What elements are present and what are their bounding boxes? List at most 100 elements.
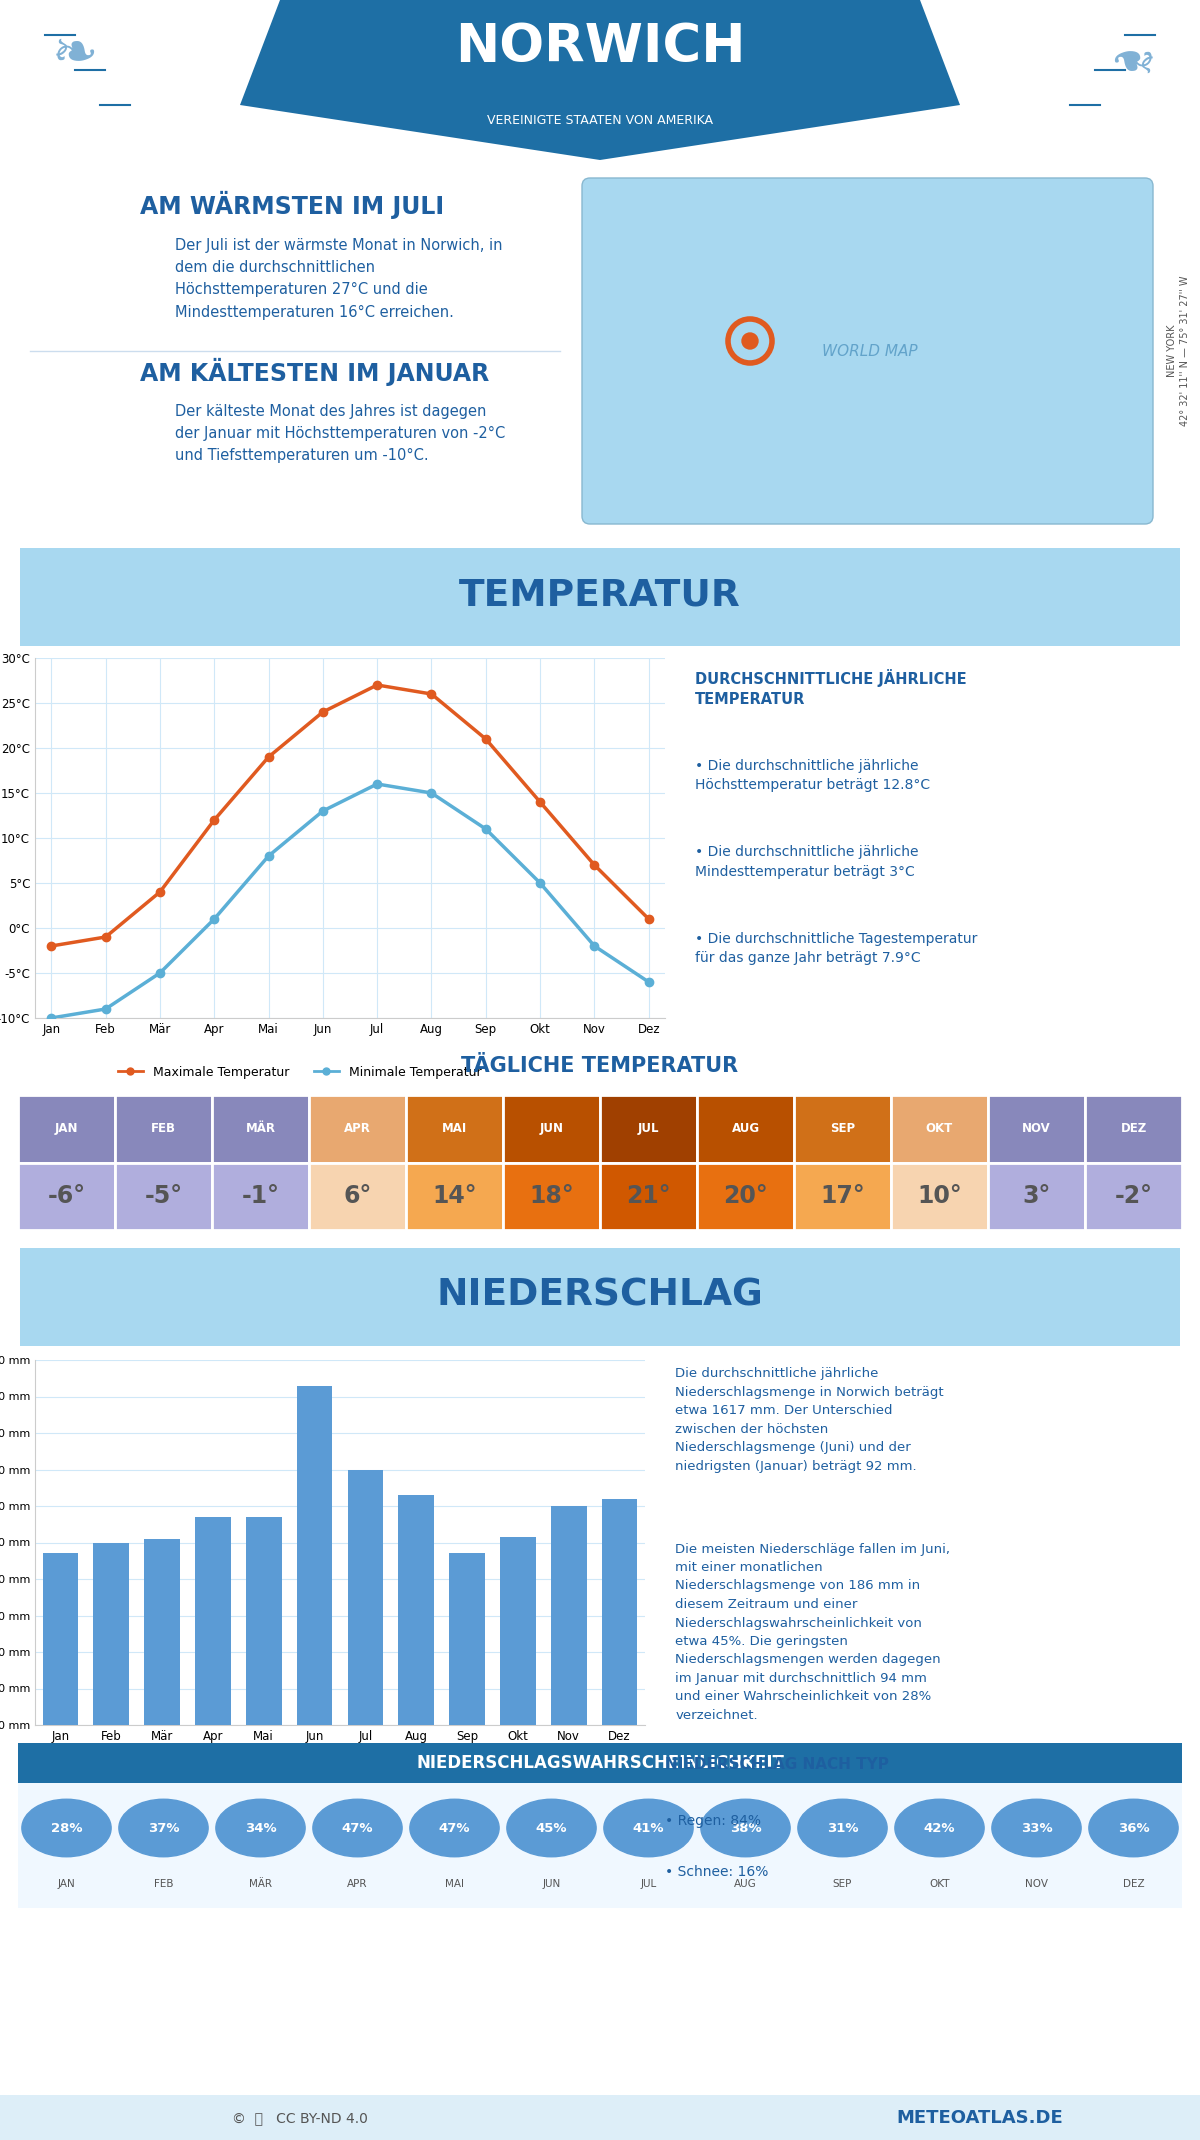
Text: -1°: -1° <box>241 1183 280 1209</box>
Text: WORLD MAP: WORLD MAP <box>822 345 918 360</box>
Circle shape <box>313 1800 402 1858</box>
Text: -5°: -5° <box>144 1183 182 1209</box>
Text: 34%: 34% <box>245 1821 276 1834</box>
Text: 6°: 6° <box>343 1183 372 1209</box>
Bar <box>18 1096 115 1162</box>
Text: 28%: 28% <box>50 1821 83 1834</box>
Bar <box>94 1543 130 1725</box>
Text: • Die durchschnittliche jährliche
Mindesttemperatur beträgt 3°C: • Die durchschnittliche jährliche Mindes… <box>695 845 918 880</box>
Bar <box>212 1162 310 1230</box>
Bar <box>601 1498 637 1725</box>
Bar <box>1085 1162 1182 1230</box>
Bar <box>600 1096 697 1162</box>
Text: DURCHSCHNITTLICHE JÄHRLICHE
TEMPERATUR: DURCHSCHNITTLICHE JÄHRLICHE TEMPERATUR <box>695 670 966 706</box>
Circle shape <box>701 1800 790 1858</box>
Text: Die durchschnittliche jährliche
Niederschlagsmenge in Norwich beträgt
etwa 1617 : Die durchschnittliche jährliche Niedersc… <box>676 1367 944 1472</box>
Text: 14°: 14° <box>432 1183 476 1209</box>
Bar <box>115 1162 212 1230</box>
Circle shape <box>1088 1800 1178 1858</box>
Text: NEW YORK: NEW YORK <box>1166 325 1177 377</box>
Bar <box>890 1096 988 1162</box>
Text: ❧: ❧ <box>1102 28 1148 81</box>
Circle shape <box>506 1800 596 1858</box>
Text: SEP: SEP <box>830 1121 856 1134</box>
Circle shape <box>410 1800 499 1858</box>
Text: MÄR: MÄR <box>246 1121 276 1134</box>
Text: • Die durchschnittliche Tagestemperatur
für das ganze Jahr beträgt 7.9°C: • Die durchschnittliche Tagestemperatur … <box>695 931 977 965</box>
Text: 42° 32' 11'' N — 75° 31' 27'' W: 42° 32' 11'' N — 75° 31' 27'' W <box>1180 276 1190 426</box>
Text: NIEDERSCHLAG NACH TYP: NIEDERSCHLAG NACH TYP <box>665 1757 889 1772</box>
Text: FEB: FEB <box>151 1121 176 1134</box>
Text: • Schnee: 16%: • Schnee: 16% <box>665 1866 768 1879</box>
Circle shape <box>992 1800 1081 1858</box>
Text: 36%: 36% <box>1117 1821 1150 1834</box>
Text: DEZ: DEZ <box>1121 1121 1147 1134</box>
Bar <box>348 1470 383 1725</box>
Text: VEREINIGTE STAATEN VON AMERIKA: VEREINIGTE STAATEN VON AMERIKA <box>487 113 713 126</box>
Text: OKT: OKT <box>929 1879 949 1890</box>
Bar <box>310 1162 406 1230</box>
Text: 20°: 20° <box>724 1183 768 1209</box>
Bar <box>406 1096 503 1162</box>
Legend: Niederschlagssumme: Niederschlagssumme <box>97 1744 277 1766</box>
Text: OKT: OKT <box>926 1121 953 1134</box>
Text: 47%: 47% <box>342 1821 373 1834</box>
Bar <box>449 1554 485 1725</box>
Text: 3°: 3° <box>1022 1183 1051 1209</box>
Bar <box>1085 1096 1182 1162</box>
Text: JAN: JAN <box>58 1879 76 1890</box>
Text: NOV: NOV <box>1022 1121 1051 1134</box>
FancyBboxPatch shape <box>0 546 1200 648</box>
Text: Der kälteste Monat des Jahres ist dagegen
der Januar mit Höchsttemperaturen von : Der kälteste Monat des Jahres ist dagege… <box>175 404 505 464</box>
Bar <box>697 1096 794 1162</box>
Text: 10°: 10° <box>917 1183 962 1209</box>
Bar <box>890 1162 988 1230</box>
Text: SEP: SEP <box>833 1879 852 1890</box>
Text: TÄGLICHE TEMPERATUR: TÄGLICHE TEMPERATUR <box>462 1055 738 1076</box>
Text: AUG: AUG <box>734 1879 757 1890</box>
Legend: Maximale Temperatur, Minimale Temperatur: Maximale Temperatur, Minimale Temperatur <box>113 1061 487 1083</box>
Text: APR: APR <box>347 1879 367 1890</box>
Bar <box>144 1539 180 1725</box>
Text: 31%: 31% <box>827 1821 858 1834</box>
Bar <box>398 1496 434 1725</box>
Text: 21°: 21° <box>626 1183 671 1209</box>
FancyBboxPatch shape <box>0 1245 1200 1348</box>
Text: 33%: 33% <box>1021 1821 1052 1834</box>
Text: • Die durchschnittliche jährliche
Höchsttemperatur beträgt 12.8°C: • Die durchschnittliche jährliche Höchst… <box>695 760 930 792</box>
Bar <box>503 1096 600 1162</box>
Circle shape <box>22 1800 112 1858</box>
Bar <box>600 1162 697 1230</box>
Bar <box>503 1162 600 1230</box>
Bar <box>43 1554 78 1725</box>
Text: 18°: 18° <box>529 1183 574 1209</box>
Circle shape <box>895 1800 984 1858</box>
Text: TEMPERATUR: TEMPERATUR <box>460 578 740 612</box>
Bar <box>406 1162 503 1230</box>
Text: AM KÄLTESTEN IM JANUAR: AM KÄLTESTEN IM JANUAR <box>140 357 490 385</box>
Bar <box>500 1537 535 1725</box>
Text: -6°: -6° <box>48 1183 85 1209</box>
Polygon shape <box>240 0 960 160</box>
Text: JUN: JUN <box>540 1121 564 1134</box>
Text: NIEDERSCHLAGSWAHRSCHEINLICHKEIT: NIEDERSCHLAGSWAHRSCHEINLICHKEIT <box>416 1755 784 1772</box>
Text: AM WÄRMSTEN IM JULI: AM WÄRMSTEN IM JULI <box>140 190 444 218</box>
Text: JUL: JUL <box>637 1121 659 1134</box>
Text: 38%: 38% <box>730 1821 761 1834</box>
Bar <box>296 1385 332 1725</box>
Bar <box>551 1507 587 1725</box>
Circle shape <box>798 1800 887 1858</box>
FancyBboxPatch shape <box>582 178 1153 524</box>
Text: MAI: MAI <box>445 1879 464 1890</box>
Text: NIEDERSCHLAG: NIEDERSCHLAG <box>437 1278 763 1314</box>
Text: ©  ⓘ   CC BY-ND 4.0: © ⓘ CC BY-ND 4.0 <box>232 2110 368 2125</box>
Text: 42%: 42% <box>924 1821 955 1834</box>
Text: NOV: NOV <box>1025 1879 1048 1890</box>
Text: • Regen: 84%: • Regen: 84% <box>665 1815 761 1828</box>
Text: JUL: JUL <box>641 1879 656 1890</box>
Circle shape <box>119 1800 208 1858</box>
Circle shape <box>604 1800 694 1858</box>
Text: 45%: 45% <box>535 1821 568 1834</box>
Bar <box>794 1096 890 1162</box>
Bar <box>988 1162 1085 1230</box>
